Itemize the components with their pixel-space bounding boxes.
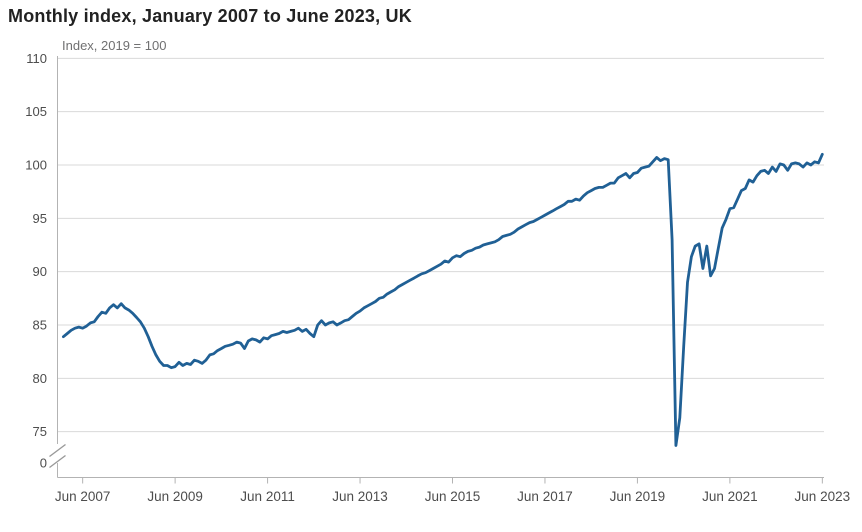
x-axis-tick-label: Jun 2015: [425, 489, 481, 504]
x-axis-tick-label: Jun 2013: [332, 489, 388, 504]
y-axis-tick-label: 85: [33, 318, 47, 333]
chart-header: Monthly index, January 2007 to June 2023…: [8, 6, 854, 27]
y-axis-tick-label: 90: [33, 264, 47, 279]
gdp-index-line-series: [62, 152, 824, 447]
axis-break-icon: [49, 443, 66, 458]
axis-break-icon: [49, 454, 66, 469]
x-axis-tick-label: Jun 2019: [610, 489, 666, 504]
x-axis-tick-label: Jun 2017: [517, 489, 573, 504]
x-axis-tick-label: Jun 2021: [702, 489, 758, 504]
y-axis-tick-label: 100: [25, 158, 47, 173]
x-axis-tick-label: Jun 2011: [240, 489, 295, 504]
y-axis-tick-label: 80: [33, 371, 47, 386]
y-axis-tick-label: 95: [33, 211, 47, 226]
y-axis-tick-label: 75: [33, 424, 47, 439]
chart-title: Monthly index, January 2007 to June 2023…: [8, 6, 412, 26]
chart-subtitle: Index, 2019 = 100: [62, 38, 167, 53]
y-axis-tick-label: 110: [26, 51, 47, 66]
y-axis-zero-label: 0: [40, 456, 47, 471]
x-axis-tick-label: Jun 2009: [147, 489, 203, 504]
x-axis-tick-label: Jun 2023: [795, 489, 851, 504]
x-axis-tick-label: Jun 2007: [55, 489, 111, 504]
y-axis-tick-label: 105: [25, 104, 47, 119]
